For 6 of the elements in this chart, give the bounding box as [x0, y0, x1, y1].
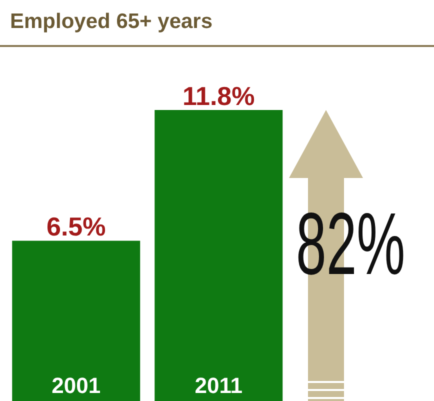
- data-label: 6.5%: [46, 212, 106, 242]
- data-label: 11.8%: [182, 81, 255, 111]
- x-tick-label: 2001: [52, 373, 101, 398]
- chart-title: Employed 65+ years: [10, 10, 213, 34]
- text: 82%: [296, 194, 406, 293]
- x-tick-label: 2011: [194, 373, 242, 398]
